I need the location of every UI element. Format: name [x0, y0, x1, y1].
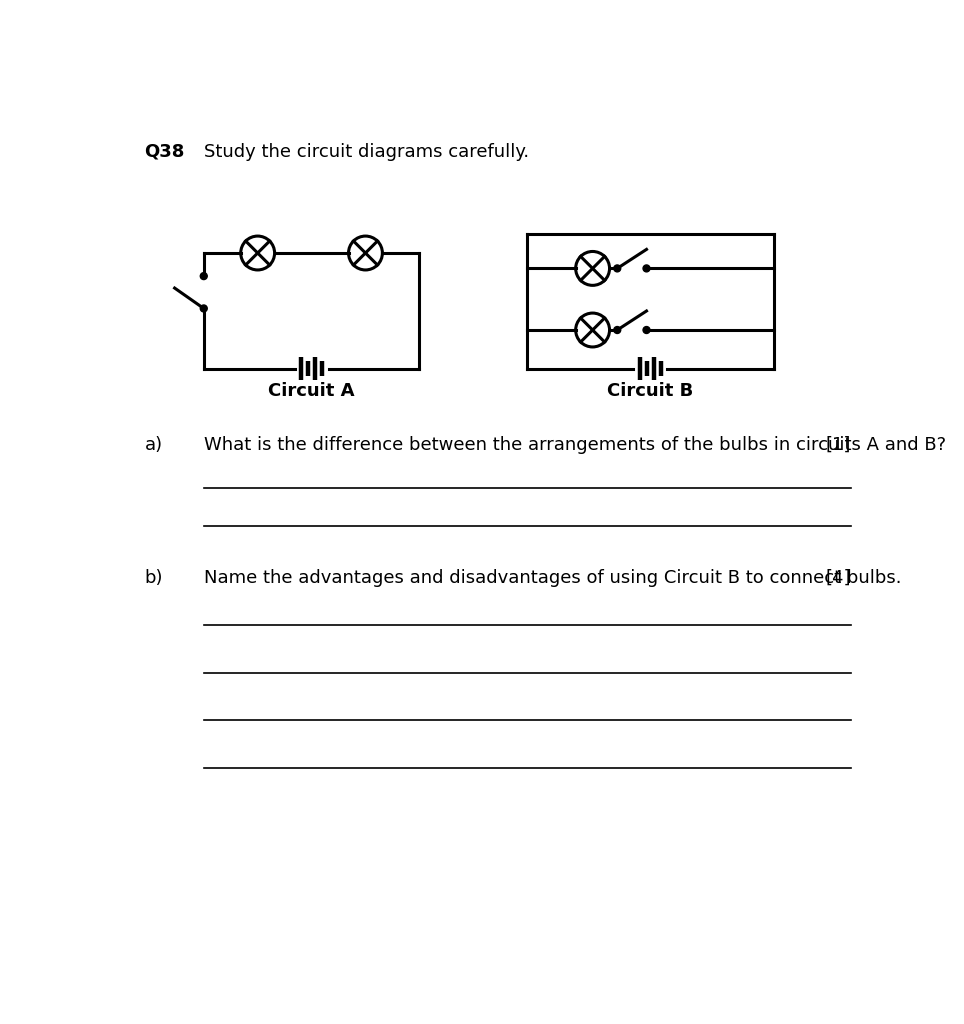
Circle shape [614, 265, 621, 272]
Text: Q38: Q38 [145, 143, 185, 161]
Circle shape [201, 272, 207, 280]
Circle shape [614, 327, 621, 334]
Text: Name the advantages and disadvantages of using Circuit B to connect bulbs.: Name the advantages and disadvantages of… [203, 568, 901, 587]
Text: [4]: [4] [825, 568, 850, 587]
Text: Circuit B: Circuit B [607, 382, 693, 400]
Text: [1]: [1] [825, 435, 850, 454]
Text: What is the difference between the arrangements of the bulbs in circuits A and B: What is the difference between the arran… [203, 435, 946, 454]
Circle shape [201, 305, 207, 312]
Text: a): a) [145, 435, 163, 454]
Circle shape [643, 327, 650, 334]
Text: b): b) [145, 568, 163, 587]
Text: Study the circuit diagrams carefully.: Study the circuit diagrams carefully. [203, 143, 529, 161]
Text: Circuit A: Circuit A [268, 382, 355, 400]
Circle shape [643, 265, 650, 272]
